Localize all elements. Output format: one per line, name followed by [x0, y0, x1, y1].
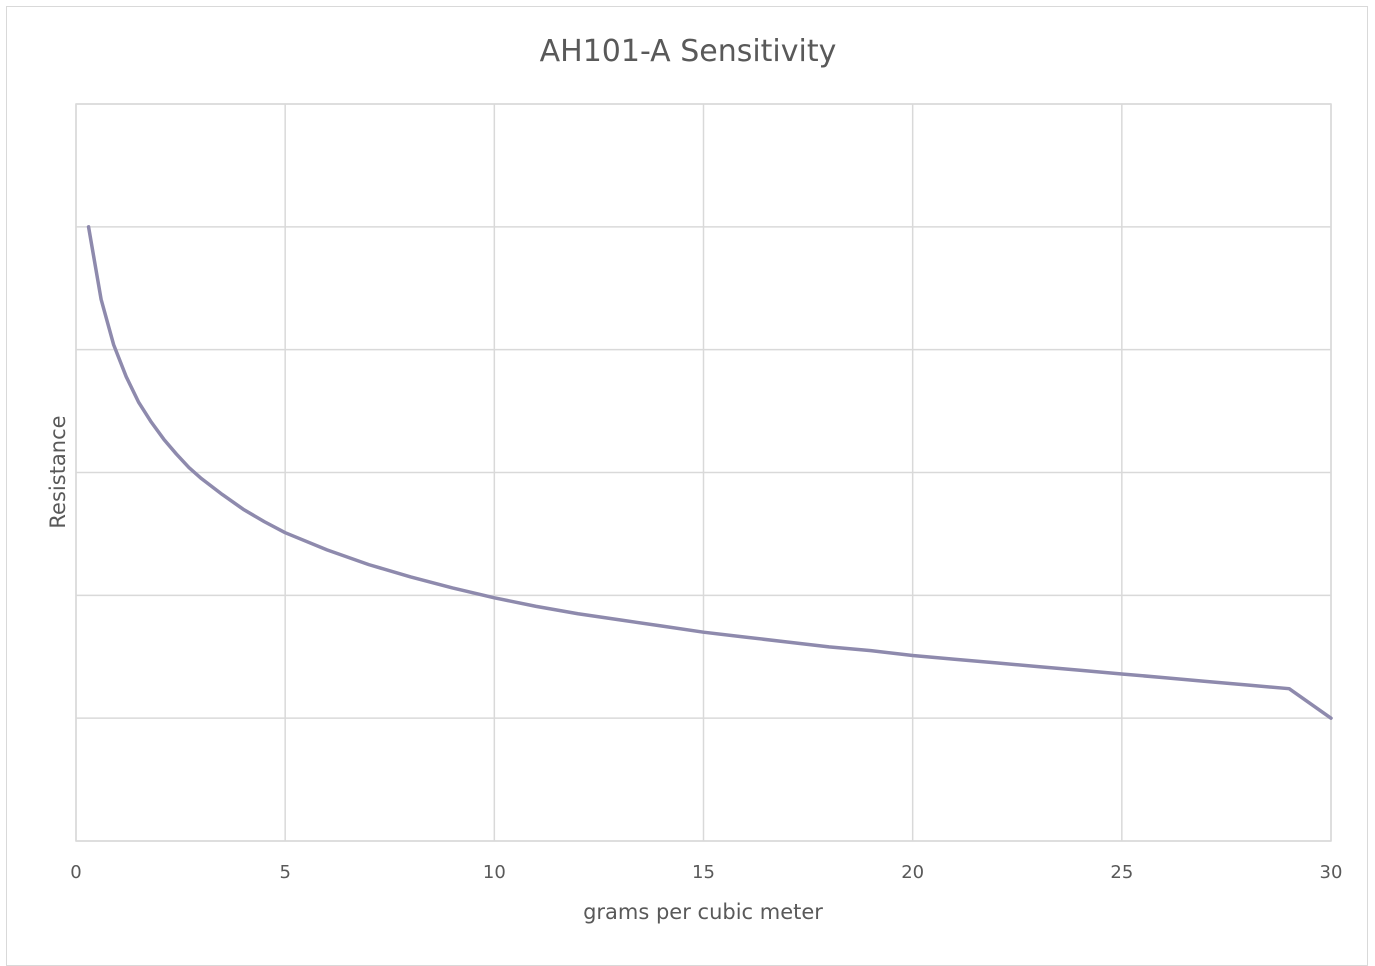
chart-title: AH101-A Sensitivity	[540, 34, 837, 69]
x-axis-title: grams per cubic meter	[583, 900, 823, 924]
plot-area	[75, 103, 1332, 842]
series-group	[86, 225, 1333, 720]
x-tick-label: 30	[1320, 862, 1343, 883]
x-tick-label: 5	[279, 862, 290, 883]
x-tick-label: 0	[70, 862, 81, 883]
x-axis-ticks: 0 5 10 15 20 25 30	[70, 862, 1342, 883]
x-tick-label: 15	[692, 862, 715, 883]
chart-frame	[6, 6, 1368, 966]
x-tick-label: 25	[1110, 862, 1133, 883]
series-line	[86, 225, 1333, 720]
x-tick-label: 10	[483, 862, 506, 883]
gridlines	[75, 103, 1332, 842]
x-tick-label: 20	[901, 862, 924, 883]
y-axis-title: Resistance	[46, 415, 70, 528]
